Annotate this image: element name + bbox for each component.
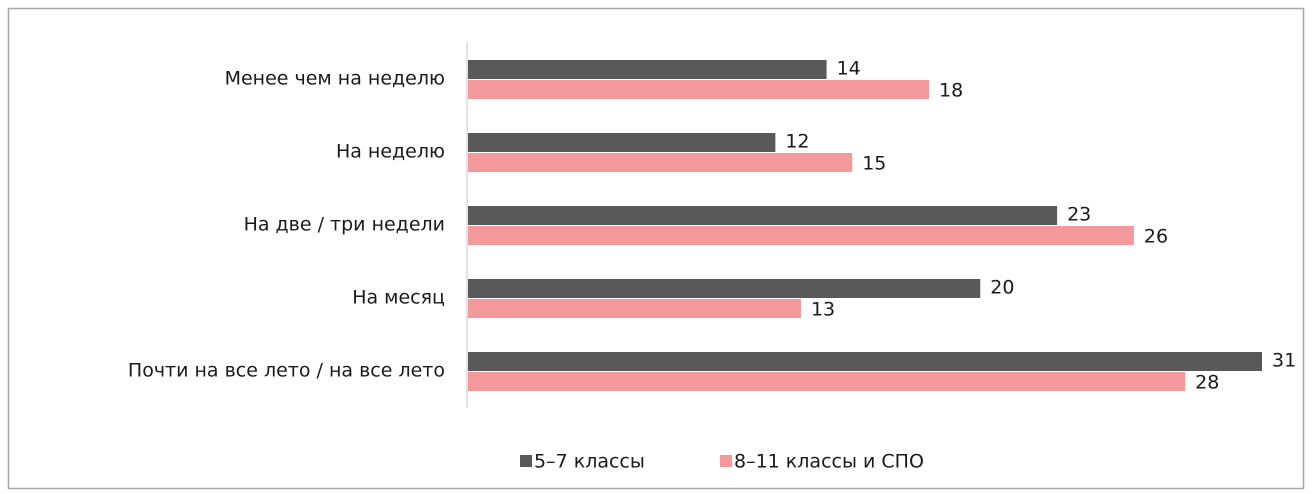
data-label: 13 xyxy=(811,299,835,321)
y-tick-label: На две / три недели xyxy=(244,214,445,236)
bar xyxy=(468,133,776,152)
y-tick-label: Почти на все лето / на все лето xyxy=(128,360,445,382)
data-label: 20 xyxy=(990,277,1014,299)
legend-label: 5–7 классы xyxy=(534,451,645,473)
data-label: 23 xyxy=(1067,204,1091,226)
bar xyxy=(468,372,1186,391)
bar xyxy=(468,279,981,298)
bar xyxy=(468,352,1262,371)
y-tick-label: На месяц xyxy=(352,287,445,309)
data-label: 26 xyxy=(1144,226,1168,248)
data-label: 28 xyxy=(1195,372,1219,394)
y-tick-label: Менее чем на неделю xyxy=(225,68,445,90)
y-tick-label: На неделю xyxy=(336,141,445,163)
legend-swatch xyxy=(520,455,532,467)
data-label: 31 xyxy=(1272,350,1296,372)
data-label: 15 xyxy=(862,153,886,175)
bar xyxy=(468,226,1134,245)
legend-swatch xyxy=(720,455,732,467)
bar xyxy=(468,80,930,99)
bar xyxy=(468,60,827,79)
legend-label: 8–11 классы и СПО xyxy=(734,451,924,473)
bar xyxy=(468,153,853,172)
bar xyxy=(468,299,801,318)
data-label: 12 xyxy=(785,131,809,153)
data-label: 14 xyxy=(837,58,861,80)
bar xyxy=(468,206,1058,225)
data-label: 18 xyxy=(939,80,963,102)
